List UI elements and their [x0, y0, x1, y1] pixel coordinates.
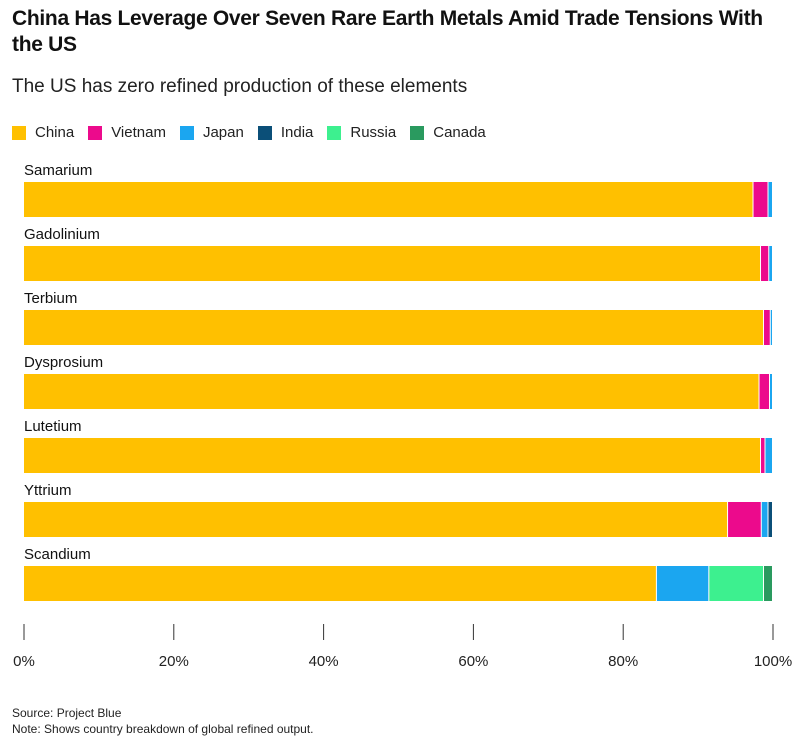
- legend-swatch: [257, 125, 272, 140]
- bar-japan: [769, 246, 772, 281]
- bar-china: [24, 374, 759, 409]
- legend-item-japan: Japan: [179, 124, 244, 141]
- bar-china: [24, 566, 656, 601]
- bar-vietnam: [753, 182, 768, 217]
- legend-item-india: India: [257, 124, 314, 141]
- legend: China Vietnam Japan India Russia Canada: [12, 124, 486, 141]
- bar-japan: [770, 374, 772, 409]
- legend-swatch: [88, 125, 103, 140]
- bar-japan: [761, 502, 768, 537]
- bar-vietnam: [761, 438, 765, 473]
- legend-swatch: [327, 125, 342, 140]
- category-label: Scandium: [24, 546, 91, 563]
- chart-subtitle: The US has zero refined production of th…: [12, 76, 468, 97]
- legend-label: Russia: [350, 124, 397, 141]
- x-tick-label: 80%: [608, 653, 638, 670]
- legend-item-canada: Canada: [410, 124, 486, 141]
- bar-china: [24, 310, 764, 345]
- bar-japan: [656, 566, 709, 601]
- bar-china: [24, 438, 761, 473]
- legend-label: Canada: [433, 124, 486, 141]
- bar-japan: [765, 438, 772, 473]
- legend-swatch: [410, 125, 425, 140]
- x-tick-label: 40%: [309, 653, 339, 670]
- bar-vietnam: [764, 310, 770, 345]
- bar-china: [24, 182, 753, 217]
- legend-swatch: [12, 125, 26, 140]
- bar-japan: [770, 310, 772, 345]
- source-note: Source: Project Blue: [12, 706, 122, 720]
- category-label: Dysprosium: [24, 354, 103, 371]
- x-tick-label: 20%: [159, 653, 189, 670]
- legend-swatch: [179, 125, 194, 140]
- legend-item-china: China: [12, 124, 74, 141]
- legend-label: Japan: [202, 124, 244, 141]
- bar-india: [768, 502, 772, 537]
- category-label: Samarium: [24, 162, 92, 179]
- x-tick-label: 60%: [458, 653, 488, 670]
- legend-label: India: [280, 124, 314, 141]
- x-tick-label: 0%: [13, 653, 35, 670]
- legend-item-russia: Russia: [327, 124, 396, 141]
- footnote: Note: Shows country breakdown of global …: [12, 722, 314, 736]
- chart-title: China Has Leverage Over Seven Rare Earth…: [12, 7, 763, 56]
- bar-china: [24, 246, 761, 281]
- bar-japan: [768, 182, 772, 217]
- x-tick-label: 100%: [754, 653, 792, 670]
- bar-vietnam: [761, 246, 769, 281]
- legend-label: China: [35, 124, 75, 141]
- category-label: Terbium: [24, 290, 77, 307]
- category-label: Yttrium: [24, 482, 72, 499]
- bar-russia: [709, 566, 764, 601]
- bar-vietnam: [759, 374, 770, 409]
- legend-label: Vietnam: [111, 124, 166, 141]
- category-label: Gadolinium: [24, 226, 100, 243]
- bar-vietnam: [728, 502, 761, 537]
- bar-china: [24, 502, 728, 537]
- bar-canada: [764, 566, 772, 601]
- legend-item-vietnam: Vietnam: [88, 124, 166, 141]
- category-label: Lutetium: [24, 418, 82, 435]
